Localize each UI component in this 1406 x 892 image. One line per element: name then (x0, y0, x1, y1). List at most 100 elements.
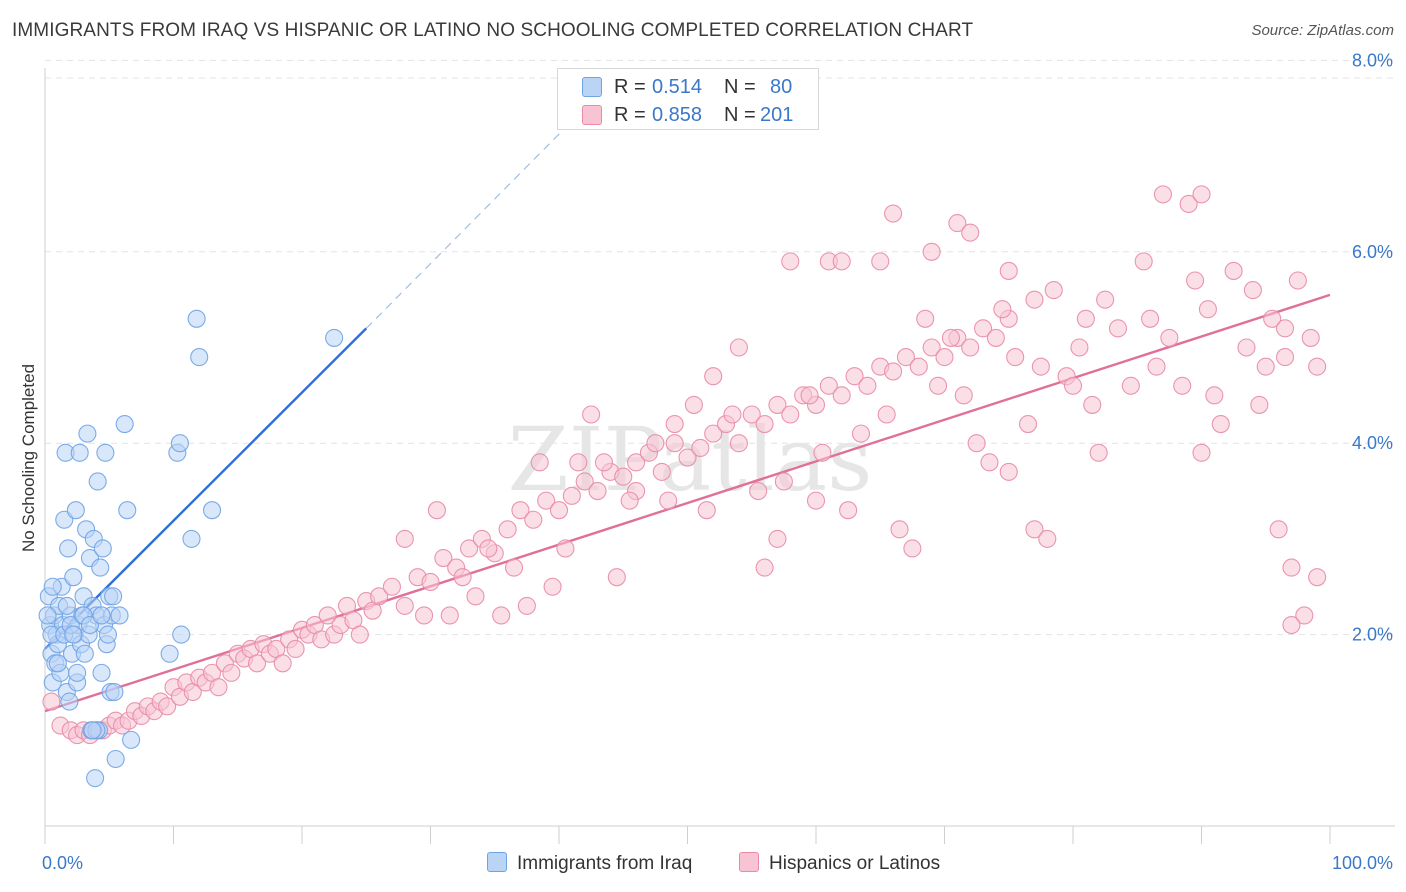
iraq-data-point (170, 434, 189, 453)
hispanic-data-point (1295, 606, 1314, 625)
hispanic-data-point (1025, 520, 1044, 539)
legend-swatch-hispanic (582, 105, 602, 125)
hispanic-data-point (729, 338, 748, 357)
hispanic-data-point (1141, 309, 1160, 328)
hispanic-data-point (871, 252, 890, 271)
iraq-data-point (59, 539, 78, 558)
hispanic-data-point (427, 501, 446, 520)
hispanic-data-point (1243, 281, 1262, 300)
x-tick-label-min: 0.0% (42, 853, 83, 873)
hispanic-data-point (1031, 357, 1050, 376)
hispanic-data-point (1275, 348, 1295, 367)
hispanic-data-point (1211, 415, 1230, 434)
iraq-data-point (48, 654, 67, 673)
hispanic-data-point (607, 568, 626, 587)
iraq-data-point (203, 501, 222, 520)
hispanic-data-point (395, 596, 414, 615)
hispanic-data-point (993, 300, 1012, 319)
iraq-data-point (182, 529, 201, 548)
hispanic-data-point (806, 491, 826, 510)
hispanic-data-point (537, 491, 556, 510)
hispanic-data-point (896, 348, 916, 367)
hispanic-data-point (421, 572, 440, 592)
hispanic-data-point (1186, 271, 1205, 290)
hispanic-data-point (1018, 415, 1038, 434)
hispanic-data-point (961, 338, 980, 357)
legend-swatch-iraq (487, 852, 507, 872)
hispanic-data-point (999, 261, 1018, 280)
hispanic-data-point (222, 663, 241, 682)
hispanic-data-point (1263, 309, 1282, 328)
iraq-data-point (118, 501, 137, 520)
hispanic-data-point (620, 491, 639, 510)
hispanic-data-point (819, 376, 838, 395)
n-label: N = (724, 104, 756, 126)
iraq-data-point (75, 644, 94, 663)
hispanic-data-point (1160, 328, 1179, 347)
iraq-data-point (83, 721, 102, 740)
hispanic-data-point (697, 501, 716, 520)
hispanic-data-point (691, 438, 710, 458)
hispanic-data-point (781, 252, 800, 271)
hispanic-data-point (1147, 357, 1166, 376)
hispanic-data-point (549, 501, 569, 520)
hispanic-data-point (980, 453, 999, 472)
hispanic-data-point (652, 462, 671, 481)
hispanic-data-point (1173, 376, 1192, 395)
chart-title: IMMIGRANTS FROM IRAQ VS HISPANIC OR LATI… (12, 20, 974, 41)
y-tick-label: 2.0% (1352, 625, 1393, 645)
stats-legend: R = 0.514 N = 80 R = 0.858 N = 201 (557, 68, 819, 130)
iraq-data-point (160, 644, 179, 663)
hispanic-data-point (524, 510, 543, 529)
hispanic-data-point (556, 539, 575, 558)
iraq-data-point (60, 692, 79, 711)
r-value: 0.514 (652, 76, 703, 98)
hispanic-data-point (723, 405, 742, 424)
hispanic-data-point (941, 328, 960, 347)
hispanic-data-point (569, 453, 588, 472)
hispanic-data-point (395, 529, 414, 548)
hispanic-data-point (877, 405, 896, 424)
r-value: 0.858 (652, 104, 703, 126)
stats-row-hispanic: R = 0.858 N = 201 (558, 101, 818, 131)
hispanic-data-point (729, 434, 748, 453)
hispanic-data-point (575, 472, 594, 491)
hispanic-data-point (543, 577, 562, 596)
iraq-data-point (92, 663, 111, 682)
hispanic-data-point (1089, 443, 1108, 462)
hispanic-data-point (665, 434, 684, 453)
iraq-data-point (38, 606, 57, 625)
hispanic-data-point (382, 577, 402, 596)
iraq-data-point (172, 625, 191, 644)
hispanic-data-point (370, 587, 389, 606)
hispanic-data-point (903, 539, 922, 558)
hispanic-data-point (453, 568, 472, 587)
iraq-data-point (86, 769, 105, 788)
hispanic-data-point (504, 558, 524, 577)
hispanic-data-point (1275, 319, 1295, 338)
legend-label: Immigrants from Iraq (517, 853, 693, 874)
hispanic-data-point (1256, 357, 1275, 376)
data-points (38, 185, 1327, 788)
hispanic-data-point (1006, 348, 1025, 367)
hispanic-data-point (665, 415, 684, 434)
iraq-data-point (115, 415, 134, 434)
hispanic-data-point (517, 596, 536, 615)
x-tick-label-max: 100.0% (1332, 853, 1393, 873)
legend-item-hispanic[interactable]: Hispanics or Latinos (739, 852, 940, 875)
hispanic-data-point (858, 376, 877, 395)
iraq-data-point (43, 577, 62, 596)
hispanic-data-point (884, 204, 903, 223)
hispanic-data-point (1308, 357, 1327, 376)
hispanic-data-point (890, 520, 909, 539)
hispanic-data-point (1224, 261, 1243, 280)
hispanic-data-point (498, 520, 517, 539)
hispanic-data-point (999, 462, 1018, 481)
hispanic-data-point (1205, 386, 1224, 405)
legend-item-iraq[interactable]: Immigrants from Iraq (487, 852, 692, 875)
n-label: N = (724, 76, 756, 98)
iraq-data-point (64, 568, 83, 587)
hispanic-data-point (929, 376, 948, 395)
iraq-data-point (70, 443, 89, 462)
hispanic-data-point (1179, 194, 1198, 213)
